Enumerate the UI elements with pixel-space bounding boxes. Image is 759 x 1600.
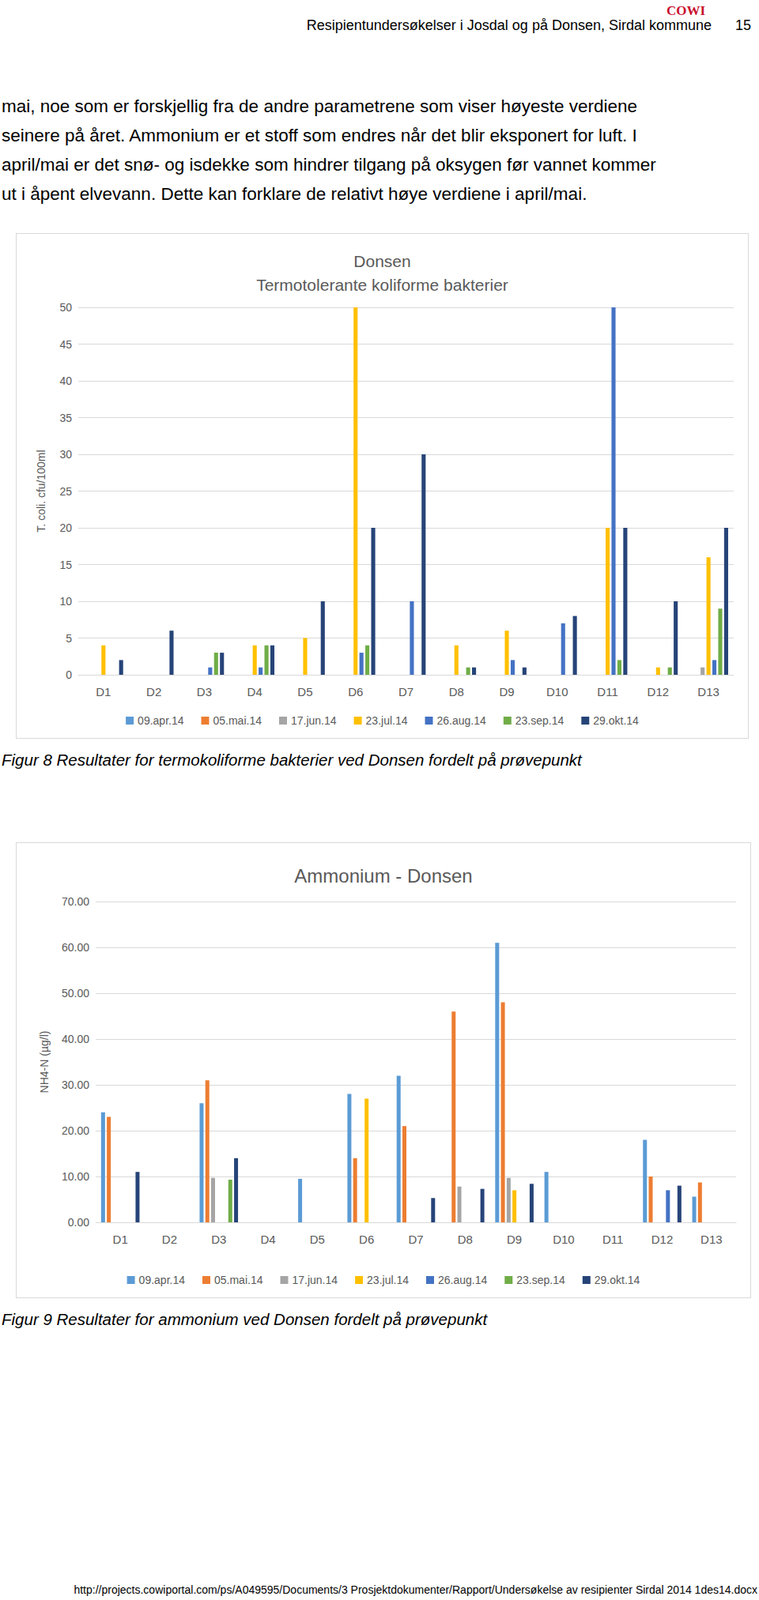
html-text:seinere på året. Ammonium er e: seinere på året. Ammonium er et stoff so…: [1, 125, 638, 146]
svg-text:D7: D7: [398, 685, 414, 699]
svg-text:05.mai.14: 05.mai.14: [212, 714, 262, 728]
svg-text:D8: D8: [449, 685, 465, 699]
svg-text:45: 45: [59, 338, 72, 352]
svg-text:30: 30: [59, 448, 72, 461]
svg-text:D2: D2: [146, 685, 162, 699]
svg-text:D3: D3: [211, 1233, 227, 1247]
svg-text:23.jul.14: 23.jul.14: [366, 714, 408, 728]
svg-text:D4: D4: [247, 685, 263, 699]
svg-text:50.00: 50.00: [61, 987, 90, 1001]
svg-text:NH4-N (µg/l): NH4-N (µg/l): [37, 1031, 51, 1095]
svg-text:70.00: 70.00: [61, 895, 90, 909]
svg-text:30.00: 30.00: [61, 1079, 90, 1092]
svg-text:23.sep.14: 23.sep.14: [516, 1274, 566, 1288]
svg-text:D10: D10: [546, 685, 569, 699]
svg-text:Ammonium - Donsen: Ammonium - Donsen: [294, 865, 473, 888]
svg-text:D10: D10: [552, 1233, 575, 1247]
svg-text:60.00: 60.00: [61, 941, 90, 955]
svg-text:26.aug.14: 26.aug.14: [437, 714, 487, 728]
svg-text:05.mai.14: 05.mai.14: [214, 1274, 264, 1288]
svg-text:15: 15: [59, 558, 72, 572]
svg-text:D5: D5: [297, 685, 313, 699]
svg-text:09.apr.14: 09.apr.14: [137, 714, 185, 728]
svg-text:40.00: 40.00: [61, 1033, 90, 1046]
svg-text:D3: D3: [196, 685, 212, 699]
svg-text:10.00: 10.00: [61, 1170, 90, 1184]
svg-text:Termotolerante koliforme bakte: Termotolerante koliforme bakterier: [256, 275, 509, 295]
html-text:april/mai er det snø- og isdek: april/mai er det snø- og isdekke som hin…: [1, 154, 657, 175]
svg-text:26.aug.14: 26.aug.14: [438, 1274, 488, 1288]
svg-text:40: 40: [59, 374, 72, 388]
html-text:Figur 9 Resultater for ammoniu: Figur 9 Resultater for ammonium ved Dons…: [1, 1310, 488, 1330]
svg-text:0.00: 0.00: [67, 1216, 90, 1230]
svg-text:5: 5: [65, 632, 72, 646]
svg-text:T. coli. cfu/100ml: T. coli. cfu/100ml: [34, 449, 48, 533]
svg-text:D7: D7: [407, 1233, 423, 1247]
svg-text:17.jun.14: 17.jun.14: [291, 1274, 338, 1288]
svg-text:D1: D1: [113, 1233, 129, 1247]
svg-text:D5: D5: [309, 1233, 325, 1247]
svg-text:D9: D9: [498, 685, 514, 699]
svg-text:10: 10: [59, 595, 72, 608]
svg-text:25: 25: [59, 485, 72, 499]
svg-text:D12: D12: [651, 1233, 674, 1247]
svg-text:29.okt.14: 29.okt.14: [592, 714, 639, 728]
svg-text:D11: D11: [602, 1233, 624, 1247]
html-text:mai, noe som er forskjellig fr: mai, noe som er forskjellig fra de andre…: [1, 96, 638, 117]
svg-text:D13: D13: [697, 685, 720, 699]
html-text:15: 15: [735, 17, 752, 34]
svg-text:09.apr.14: 09.apr.14: [139, 1274, 186, 1288]
svg-text:20.00: 20.00: [61, 1125, 90, 1138]
svg-text:D12: D12: [647, 685, 670, 699]
html-text:Resipientundersøkelser i Josda: Resipientundersøkelser i Josdal og på Do…: [306, 17, 712, 34]
svg-text:23.jul.14: 23.jul.14: [366, 1274, 409, 1288]
svg-text:D1: D1: [95, 685, 111, 699]
html-text:Figur 8 Resultater for termoko: Figur 8 Resultater for termokoliforme ba…: [1, 751, 582, 770]
svg-text:D4: D4: [260, 1233, 276, 1247]
html-text:ut i åpent elvevann. Dette kan: ut i åpent elvevann. Dette kan forklare …: [1, 184, 587, 204]
svg-text:50: 50: [59, 301, 72, 314]
svg-text:17.jun.14: 17.jun.14: [290, 714, 337, 728]
svg-text:D6: D6: [358, 1233, 374, 1247]
svg-text:20: 20: [59, 521, 72, 535]
svg-text:D11: D11: [596, 685, 618, 699]
svg-text:35: 35: [59, 411, 72, 425]
svg-text:D9: D9: [506, 1233, 522, 1247]
svg-text:Donsen: Donsen: [353, 252, 411, 271]
svg-text:23.sep.14: 23.sep.14: [515, 714, 565, 728]
svg-text:29.okt.14: 29.okt.14: [594, 1274, 641, 1288]
svg-text:D2: D2: [162, 1233, 178, 1247]
svg-text:D8: D8: [457, 1233, 473, 1247]
html-text:COWI: COWI: [666, 3, 706, 19]
svg-text:0: 0: [65, 668, 72, 682]
html-text:http://projects.cowiportal.com: http://projects.cowiportal.com/ps/A04959…: [73, 1584, 758, 1598]
svg-text:D13: D13: [700, 1233, 723, 1247]
svg-text:D6: D6: [347, 685, 363, 699]
